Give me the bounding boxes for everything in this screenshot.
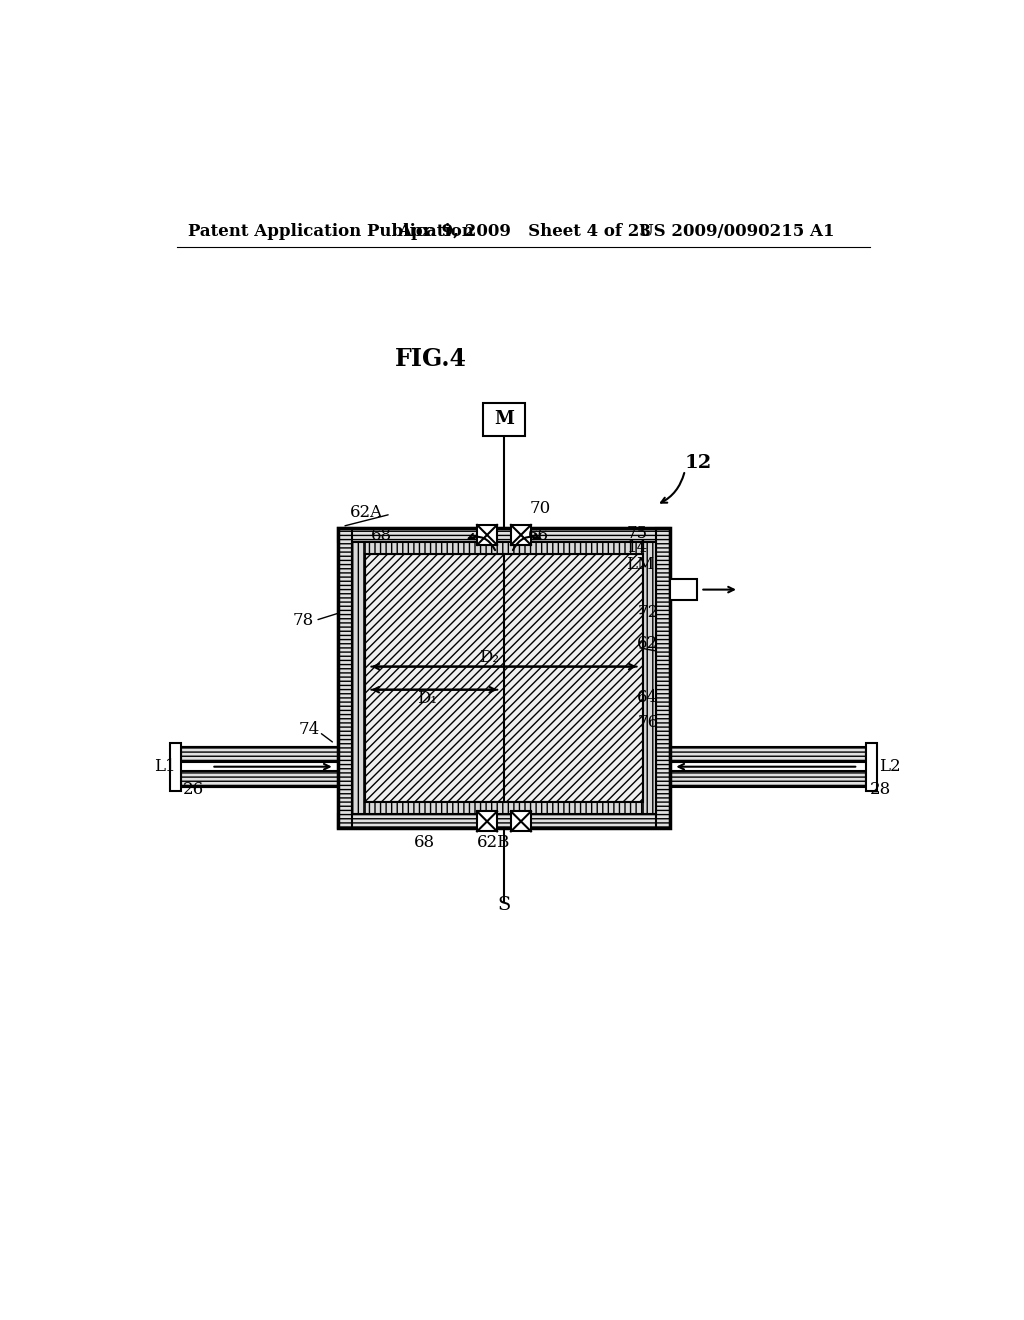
Text: Apr. 9, 2009   Sheet 4 of 23: Apr. 9, 2009 Sheet 4 of 23 <box>398 223 651 240</box>
Bar <box>477 525 497 545</box>
Text: L2: L2 <box>879 758 901 775</box>
Bar <box>352 803 655 814</box>
Text: 62: 62 <box>637 635 658 652</box>
Bar <box>365 554 643 803</box>
Bar <box>352 541 655 554</box>
Text: 66: 66 <box>528 527 549 544</box>
Text: 68: 68 <box>372 527 392 544</box>
Text: 72: 72 <box>637 605 658 622</box>
Text: 78: 78 <box>293 612 313 628</box>
Text: 64: 64 <box>637 689 658 706</box>
Bar <box>180 747 339 762</box>
Bar <box>365 554 643 803</box>
Bar <box>670 579 696 601</box>
Text: Patent Application Publication: Patent Application Publication <box>188 223 474 240</box>
Text: 68: 68 <box>414 834 435 850</box>
Bar <box>339 528 670 543</box>
Text: S: S <box>498 896 511 915</box>
Bar <box>339 814 670 829</box>
Text: 26: 26 <box>183 781 204 799</box>
Text: D₂: D₂ <box>478 649 499 665</box>
Bar <box>477 812 497 832</box>
Bar <box>170 743 180 791</box>
Bar <box>483 404 525 436</box>
Text: 75: 75 <box>627 525 647 543</box>
Text: 62A: 62A <box>350 504 383 521</box>
Bar <box>655 528 670 829</box>
Bar <box>180 771 339 787</box>
Bar <box>352 543 655 814</box>
Bar <box>339 528 352 829</box>
Bar <box>643 543 655 814</box>
Bar <box>670 747 866 762</box>
Bar <box>339 528 670 829</box>
Text: 62B: 62B <box>477 834 510 850</box>
Text: M: M <box>494 411 514 429</box>
Text: 28: 28 <box>869 781 891 799</box>
Text: FIG.4: FIG.4 <box>395 347 467 371</box>
Text: LM: LM <box>627 556 654 573</box>
Text: 12: 12 <box>685 454 713 471</box>
Text: L1: L1 <box>154 758 175 775</box>
Text: 14: 14 <box>627 539 648 556</box>
Text: US 2009/0090215 A1: US 2009/0090215 A1 <box>639 223 835 240</box>
Text: 70: 70 <box>529 500 551 517</box>
Bar <box>866 743 877 791</box>
Bar <box>511 525 531 545</box>
Bar <box>352 543 365 814</box>
Text: D₁: D₁ <box>417 690 436 708</box>
Bar <box>511 812 531 832</box>
Text: 76: 76 <box>637 714 658 731</box>
Text: 74: 74 <box>298 721 319 738</box>
Bar <box>670 771 866 787</box>
